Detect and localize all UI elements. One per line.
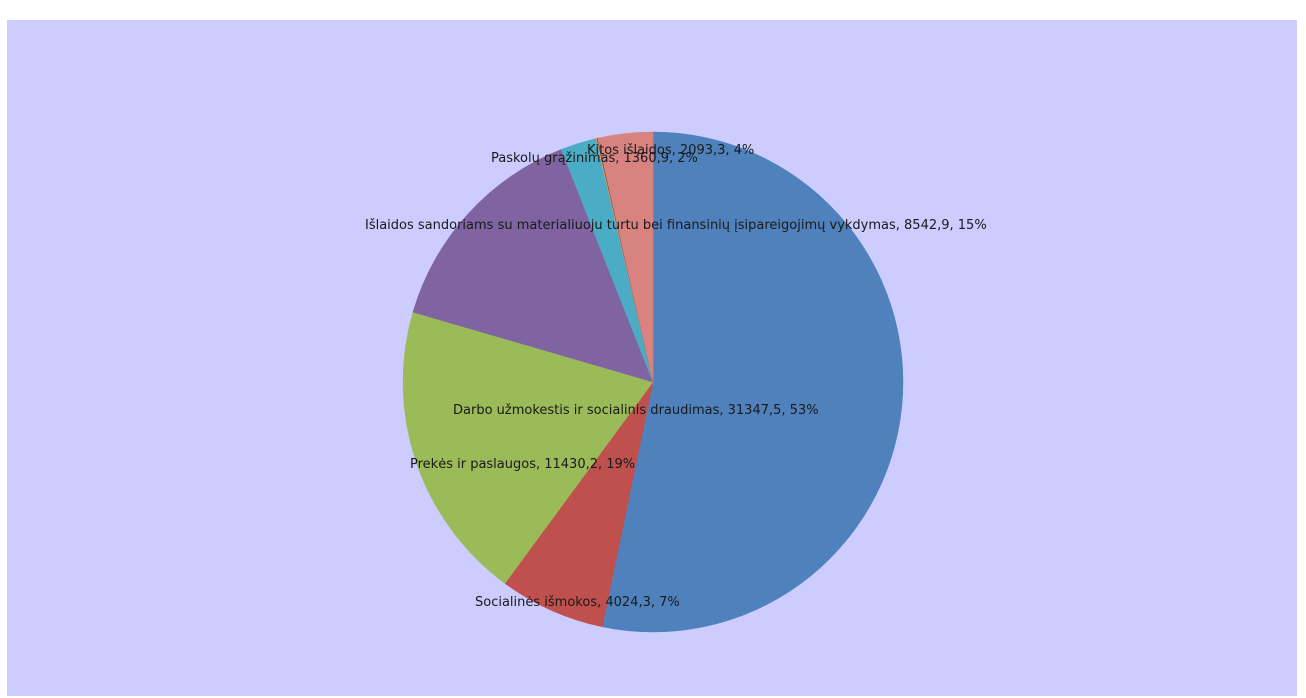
page-title: ​ (0, 0, 1306, 22)
pie-slice-4 (412, 149, 654, 383)
pie-slice-3 (402, 311, 654, 584)
pie-chart: Darbo užmokestis ir socialinis draudimas… (365, 131, 987, 633)
pie-slice-8 (597, 131, 654, 383)
pie-slice-1 (601, 131, 904, 633)
data-label-1: Darbo užmokestis ir socialinis draudimas… (453, 403, 819, 418)
data-label-8: Kitos išlaidos, 2093,3, 4% (587, 143, 754, 158)
data-label-3: Prekės ir paslaugos, 11430,2, 19% (410, 457, 635, 472)
data-label-5: Paskolų grąžinimas, 1360,9, 2% (491, 151, 698, 166)
data-label-4: Išlaidos sandoriams su materialiuoju tur… (365, 218, 987, 233)
data-label-2: Socialinės išmokos, 4024,3, 7% (475, 595, 680, 610)
pie-slice-2 (504, 381, 654, 628)
chart-area: Darbo užmokestis ir socialinis draudimas… (7, 20, 1297, 696)
